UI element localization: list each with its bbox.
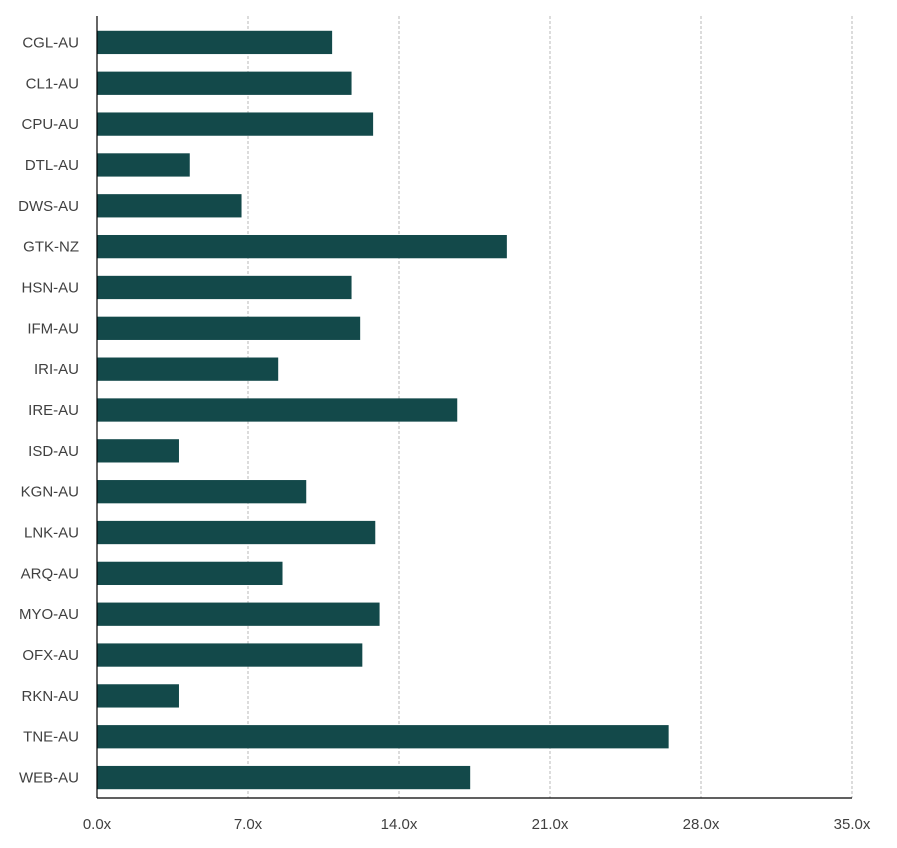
x-tick-label: 28.0x [683,816,720,833]
bars [97,30,669,790]
bar-dtl-au [97,153,190,177]
bar-web-au [97,765,471,790]
bar-kgn-au [97,480,307,504]
category-label: WEB-AU [19,770,79,787]
category-label: CPU-AU [21,116,79,133]
x-tick-labels: 0.0x 7.0x 14.0x 21.0x 28.0x 35.0x [83,816,871,833]
category-label: IRE-AU [28,402,79,419]
category-label: DTL-AU [25,157,79,174]
category-label: MYO-AU [19,606,79,623]
bar-myo-au [97,602,380,626]
category-label: ARQ-AU [21,565,79,582]
category-label: KGN-AU [21,484,79,501]
bar-tne-au [97,725,669,749]
x-tick-label: 14.0x [381,816,418,833]
gridlines [247,16,853,798]
category-label: IRI-AU [34,361,79,378]
category-label: CGL-AU [22,34,79,51]
bar-cpu-au [97,112,374,136]
category-label: IFM-AU [27,320,79,337]
category-label: OFX-AU [22,647,79,664]
bar-gtk-nz [97,234,507,259]
category-label: GTK-NZ [23,239,79,256]
category-label: TNE-AU [23,729,79,746]
category-labels: CGL-AU CL1-AU CPU-AU DTL-AU DWS-AU GTK-NZ HSN-… [18,34,79,786]
bar-ofx-au [97,643,363,667]
bar-isd-au [97,439,179,463]
bar-ire-au [97,398,458,422]
bar-hsn-au [97,275,352,300]
bar-cgl-au [97,30,333,55]
category-label: LNK-AU [24,525,79,542]
category-label: DWS-AU [18,198,79,215]
x-tick-label: 21.0x [532,816,569,833]
category-label: HSN-AU [21,279,79,296]
category-label: ISD-AU [28,443,79,460]
bar-arq-au [97,561,283,586]
x-tick-label: 0.0x [83,816,112,833]
bar-lnk-au [97,520,376,545]
bar-rkn-au [97,684,179,708]
category-label: CL1-AU [26,75,79,92]
x-tick-label: 35.0x [834,816,871,833]
bar-iri-au [97,357,279,381]
bar-cl1-au [97,71,352,95]
bar-ifm-au [97,316,361,340]
category-label: RKN-AU [21,688,79,705]
bar-dws-au [97,194,242,218]
x-tick-label: 7.0x [234,816,263,833]
